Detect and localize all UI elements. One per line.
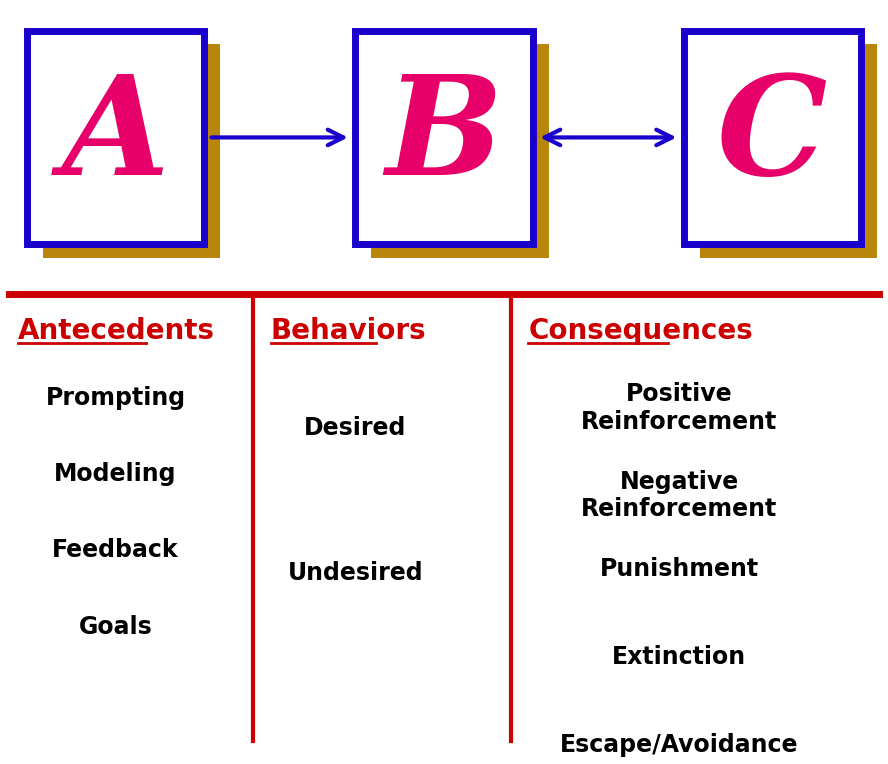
FancyBboxPatch shape <box>371 44 549 258</box>
Text: Escape/Avoidance: Escape/Avoidance <box>560 733 798 757</box>
FancyBboxPatch shape <box>684 31 861 244</box>
Text: C: C <box>718 70 828 205</box>
Text: Feedback: Feedback <box>52 539 178 562</box>
Text: Negative
Reinforcement: Negative Reinforcement <box>581 470 778 521</box>
Text: Antecedents: Antecedents <box>18 317 215 345</box>
Text: Goals: Goals <box>78 615 153 639</box>
Text: Extinction: Extinction <box>612 645 747 669</box>
Text: B: B <box>385 70 503 205</box>
FancyBboxPatch shape <box>355 31 533 244</box>
Text: Positive
Reinforcement: Positive Reinforcement <box>581 382 778 433</box>
Text: A: A <box>61 70 170 205</box>
FancyBboxPatch shape <box>43 44 220 258</box>
Text: Undesired: Undesired <box>288 562 423 585</box>
Text: Prompting: Prompting <box>45 386 186 410</box>
Text: Modeling: Modeling <box>54 462 177 486</box>
FancyBboxPatch shape <box>27 31 204 244</box>
Text: Consequences: Consequences <box>528 317 753 345</box>
FancyBboxPatch shape <box>700 44 877 258</box>
Text: Behaviors: Behaviors <box>271 317 426 345</box>
Text: Punishment: Punishment <box>599 558 759 581</box>
Text: Desired: Desired <box>304 416 407 440</box>
